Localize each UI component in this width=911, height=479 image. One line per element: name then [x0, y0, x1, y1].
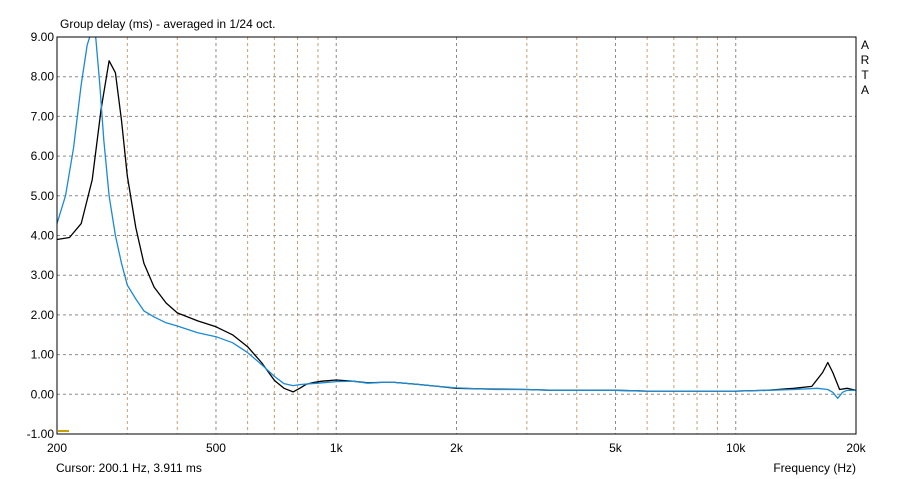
x-tick-label: 10k — [726, 441, 746, 455]
x-tick-label: 5k — [609, 441, 623, 455]
cursor-readout: Cursor: 200.1 Hz, 3.911 ms — [56, 461, 202, 475]
x-tick-label: 1k — [330, 441, 344, 455]
major-gridlines — [57, 37, 856, 434]
y-tick-label: 7.00 — [31, 109, 55, 123]
y-tick-label: 3.00 — [31, 268, 55, 282]
x-tick-label: 500 — [206, 441, 226, 455]
x-axis-label: Frequency (Hz) — [773, 461, 856, 475]
y-tick-label: 8.00 — [31, 70, 55, 84]
y-tick-label: 4.00 — [31, 229, 55, 243]
y-tick-label: 1.00 — [31, 348, 55, 362]
y-tick-label: -1.00 — [27, 427, 55, 441]
brand-letter-t: T — [861, 68, 869, 82]
y-tick-label: 6.00 — [31, 149, 55, 163]
brand-letter-a2: A — [860, 83, 869, 97]
series-line-2 — [57, 37, 856, 399]
brand-letter-a1: A — [860, 38, 869, 52]
y-tick-label: 2.00 — [31, 308, 55, 322]
x-tick-label: 2k — [450, 441, 464, 455]
plot-frame — [56, 36, 857, 435]
y-tick-labels: -1.00 0.00 1.00 2.00 3.00 4.00 5.00 6.00 7.00 8.0… — [27, 30, 55, 441]
y-tick-label: 5.00 — [31, 189, 55, 203]
data-series — [57, 37, 856, 399]
brand-letter-r: R — [860, 53, 870, 67]
chart-title: Group delay (ms) - averaged in 1/24 oct. — [60, 17, 276, 31]
y-tick-label: 9.00 — [31, 30, 55, 44]
y-tick-label: 0.00 — [31, 387, 55, 401]
x-tick-label: 20k — [846, 441, 866, 455]
x-tick-label: 200 — [47, 441, 67, 455]
x-tick-labels: 200 500 1k 2k 5k 10k 20k — [47, 441, 867, 455]
